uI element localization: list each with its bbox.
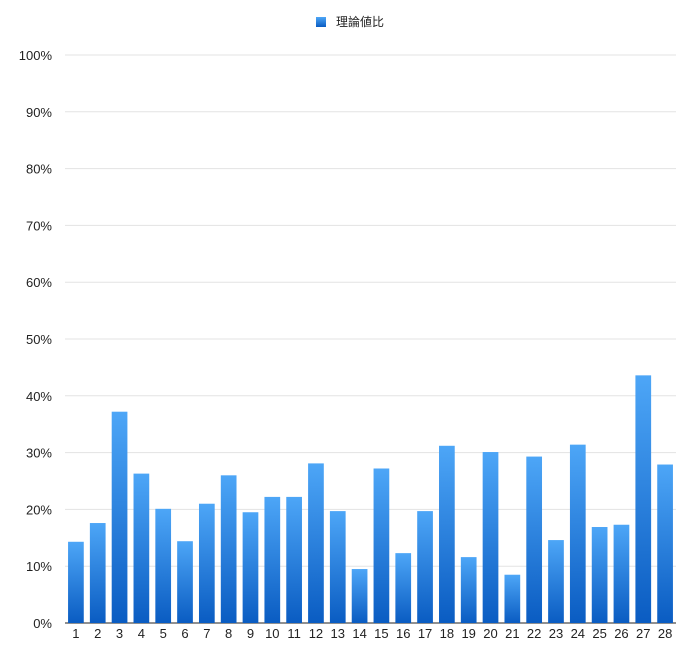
x-tick-label: 12 <box>309 626 323 641</box>
bar <box>351 569 368 623</box>
x-tick-label: 24 <box>571 626 585 641</box>
x-tick-label: 25 <box>592 626 606 641</box>
x-tick-label: 23 <box>549 626 563 641</box>
y-axis: 0% 10% 20% 30% 40% 50% 60% 70% 80% 90% 100% <box>19 48 53 631</box>
bar <box>68 541 84 623</box>
bar <box>482 452 499 623</box>
x-tick-label: 6 <box>181 626 188 641</box>
y-tick-label: 100% <box>19 48 53 63</box>
bar <box>177 541 193 623</box>
x-tick-label: 3 <box>116 626 123 641</box>
x-tick-label: 16 <box>396 626 410 641</box>
y-tick-label: 10% <box>26 559 52 574</box>
x-tick-label: 26 <box>614 626 628 641</box>
bar <box>329 511 346 623</box>
bar <box>635 375 652 623</box>
x-tick-label: 4 <box>138 626 145 641</box>
bar <box>286 496 302 623</box>
x-tick-label: 18 <box>440 626 454 641</box>
y-tick-label: 90% <box>26 105 52 120</box>
x-tick-label: 13 <box>331 626 345 641</box>
bar <box>155 508 172 623</box>
x-tick-label: 17 <box>418 626 432 641</box>
x-tick-label: 5 <box>160 626 167 641</box>
y-tick-label: 20% <box>26 502 52 517</box>
x-tick-label: 19 <box>461 626 475 641</box>
bar <box>526 456 543 623</box>
bar <box>460 557 477 623</box>
x-tick-label: 21 <box>505 626 519 641</box>
y-tick-label: 50% <box>26 332 52 347</box>
bar <box>613 524 630 623</box>
x-tick-label: 10 <box>265 626 279 641</box>
bar <box>591 527 608 623</box>
legend-label-series-1: 理論値比 <box>336 14 384 29</box>
x-tick-label: 27 <box>636 626 650 641</box>
legend: 理論値比 <box>316 14 384 29</box>
bar <box>417 511 433 623</box>
x-tick-label: 11 <box>287 626 301 641</box>
bars <box>68 375 673 623</box>
x-tick-label: 1 <box>72 626 79 641</box>
x-tick-label: 22 <box>527 626 541 641</box>
x-tick-label: 20 <box>483 626 497 641</box>
x-tick-label: 28 <box>658 626 672 641</box>
bar <box>373 468 390 623</box>
bar <box>198 503 215 623</box>
bar <box>220 475 237 623</box>
x-tick-label: 8 <box>225 626 232 641</box>
bar <box>439 445 455 623</box>
x-tick-label: 15 <box>374 626 388 641</box>
bar <box>548 540 564 623</box>
x-axis: 1 2 3 4 5 6 7 8 9 10 11 12 13 14 15 16 17 18 19 20 21 22 23 24 2… <box>72 626 672 641</box>
bar <box>569 444 586 623</box>
bar <box>504 574 521 623</box>
bar <box>264 496 281 623</box>
y-tick-label: 0% <box>33 616 52 631</box>
bar <box>308 463 324 623</box>
bar <box>111 411 128 623</box>
y-tick-label: 80% <box>26 162 52 177</box>
legend-swatch <box>316 17 326 27</box>
y-tick-label: 40% <box>26 389 52 404</box>
x-tick-label: 7 <box>203 626 210 641</box>
bar <box>657 464 673 623</box>
bar <box>89 523 106 623</box>
x-tick-label: 14 <box>352 626 366 641</box>
bar <box>242 512 259 623</box>
x-tick-label: 2 <box>94 626 101 641</box>
x-tick-label: 9 <box>247 626 254 641</box>
y-tick-label: 60% <box>26 275 52 290</box>
y-tick-label: 30% <box>26 446 52 461</box>
bar <box>133 473 150 623</box>
y-tick-label: 70% <box>26 218 52 233</box>
bar <box>395 553 412 623</box>
